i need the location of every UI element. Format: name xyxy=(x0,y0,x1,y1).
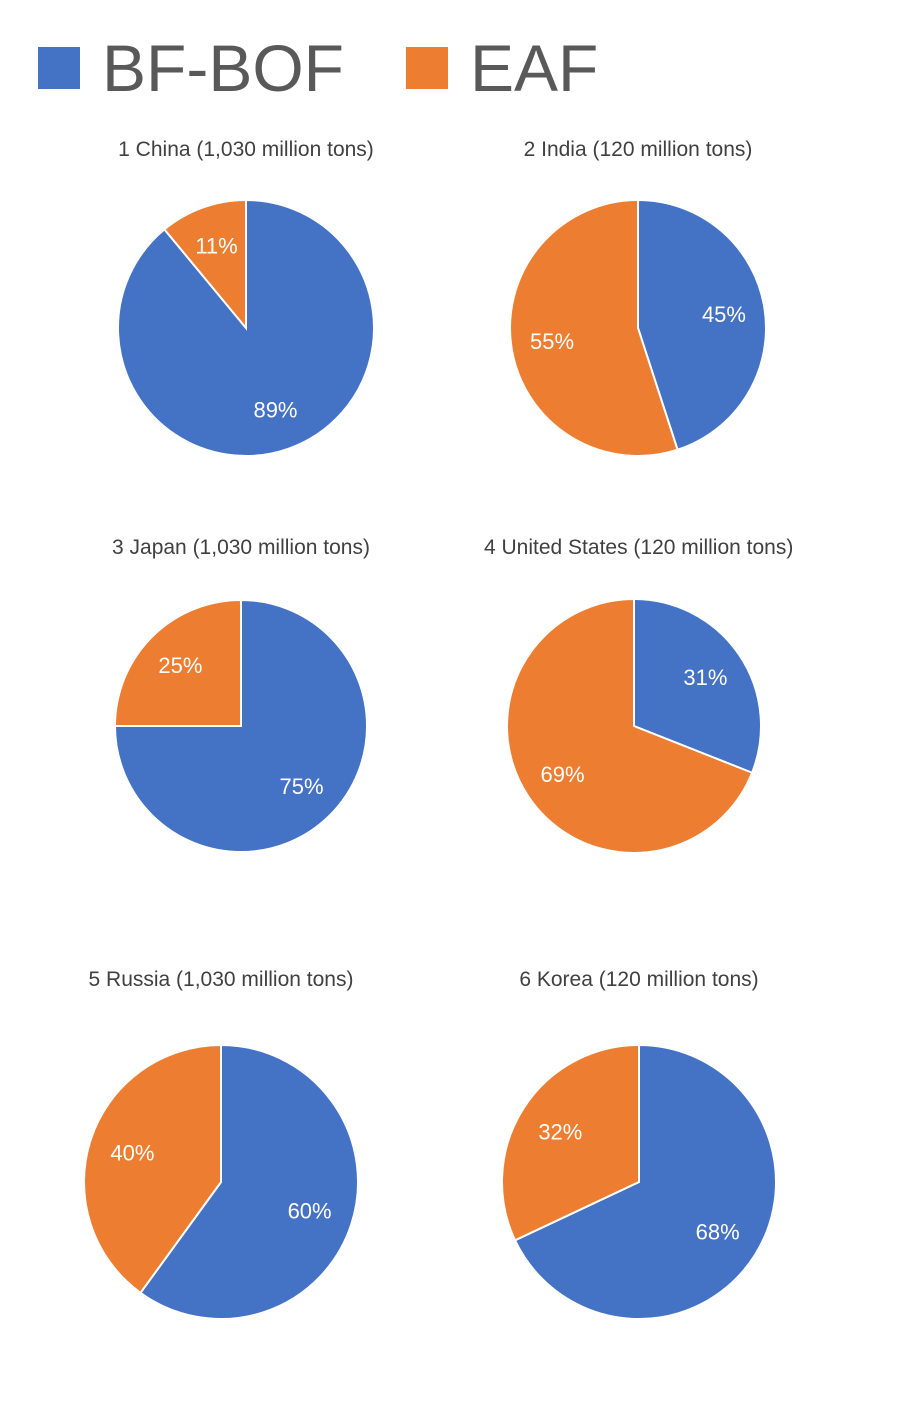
pie-slice-eaf xyxy=(501,1043,640,1242)
legend-item-eaf: EAF xyxy=(406,35,598,101)
pie-slice-bf-bof xyxy=(633,597,762,775)
chart-title: 2 India (120 million tons) xyxy=(523,138,753,161)
pie-plot: 89% 11% xyxy=(117,198,375,457)
pie-slice-eaf xyxy=(163,198,247,331)
chart-title: 5 Russia (1,030 million tons) xyxy=(88,968,354,991)
pie-chart-2: 2 India (120 million tons) 45% 55% xyxy=(488,138,788,478)
legend-label-eaf: EAF xyxy=(470,31,599,105)
pie-slice-eaf xyxy=(113,598,242,727)
pie-plot: 60% 40% xyxy=(83,1043,359,1320)
pie-data-label: 60% xyxy=(288,1198,332,1223)
pie-slice-eaf xyxy=(509,198,679,457)
pie-plot: 68% 32% xyxy=(501,1043,777,1320)
pie-data-label: 45% xyxy=(702,302,746,327)
pie-slice-eaf xyxy=(83,1043,222,1295)
chart-title: 1 China (1,030 million tons) xyxy=(118,138,374,161)
pie-plot: 75% 25% xyxy=(113,598,368,853)
legend-label-bf-bof: BF-BOF xyxy=(102,31,344,105)
pie-chart-3: 3 Japan (1,030 million tons) 75% 25% xyxy=(91,536,391,876)
pie-data-label: 31% xyxy=(683,665,727,690)
pie-data-label: 75% xyxy=(280,774,324,799)
pie-data-label: 25% xyxy=(158,653,202,678)
pie-slice-bf-bof xyxy=(139,1043,359,1320)
pie-chart-6: 6 Korea (120 million tons) 68% 32% xyxy=(489,968,789,1328)
pie-slice-eaf xyxy=(506,597,754,854)
chart-title: 4 United States (120 million tons) xyxy=(484,536,794,559)
pie-data-label: 11% xyxy=(195,234,237,259)
pie-chart-4: 4 United States (120 million tons) 31% 69… xyxy=(484,536,794,876)
legend-swatch-eaf xyxy=(406,47,448,89)
chart-legend: BF-BOF EAF xyxy=(38,28,660,108)
pie-slice-bf-bof xyxy=(513,1043,777,1320)
pie-data-label: 55% xyxy=(530,329,574,354)
pie-slice-bf-bof xyxy=(637,198,767,451)
pie-slice-bf-bof xyxy=(113,598,368,853)
pie-data-label: 89% xyxy=(253,397,297,422)
pie-plot: 31% 69% xyxy=(506,597,762,854)
pie-chart-5: 5 Russia (1,030 million tons) 60% 40% xyxy=(71,968,371,1328)
legend-item-bf-bof: BF-BOF xyxy=(38,35,344,101)
legend-swatch-bf-bof xyxy=(38,47,80,89)
chart-title: 6 Korea (120 million tons) xyxy=(519,968,759,991)
pie-data-label: 40% xyxy=(110,1141,154,1166)
pie-data-label: 68% xyxy=(696,1219,740,1244)
pie-data-label: 69% xyxy=(541,762,585,787)
chart-title: 3 Japan (1,030 million tons) xyxy=(112,536,370,559)
pie-chart-1: 1 China (1,030 million tons) 89% 11% xyxy=(96,138,396,478)
pie-data-label: 32% xyxy=(538,1120,582,1145)
pie-plot: 45% 55% xyxy=(509,198,767,457)
